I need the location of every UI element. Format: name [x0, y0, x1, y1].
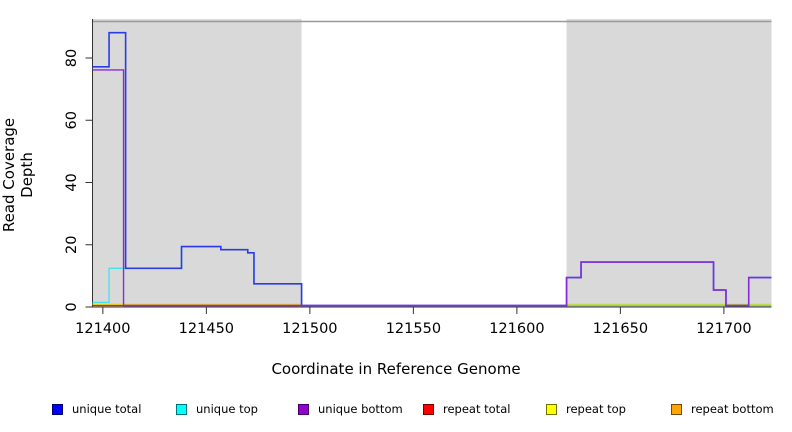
legend-label: unique bottom: [318, 402, 403, 416]
legend-item-unique-top: unique top: [176, 399, 258, 419]
repeat-region: [566, 19, 772, 307]
legend-label: repeat bottom: [691, 402, 774, 416]
x-tick-label: 121650: [593, 321, 648, 337]
legend-swatch-unique-top: [176, 403, 187, 415]
x-tick-label: 121400: [75, 321, 130, 337]
legend: unique total unique top unique bottom repea…: [0, 399, 792, 421]
y-tick-label: 60: [64, 111, 80, 129]
legend-item-unique-bottom: unique bottom: [298, 399, 403, 419]
legend-swatch-repeat-total: [423, 403, 434, 415]
y-tick-label: 40: [64, 173, 80, 191]
legend-swatch-repeat-top: [546, 403, 557, 415]
x-tick-label: 121500: [282, 321, 337, 337]
legend-item-repeat-total: repeat total: [423, 399, 510, 419]
legend-label: repeat top: [566, 402, 626, 416]
legend-item-repeat-top: repeat top: [546, 399, 626, 419]
x-tick-label: 121600: [489, 321, 544, 337]
legend-label: unique top: [196, 402, 258, 416]
series-unique-bottom: [92, 69, 772, 307]
legend-swatch-repeat-bottom: [671, 403, 682, 415]
y-tick-label: 0: [64, 302, 80, 311]
y-axis-title: Read Coverage Depth: [0, 117, 36, 233]
legend-swatch-unique-total: [52, 403, 63, 415]
x-axis-title: Coordinate in Reference Genome: [271, 360, 521, 378]
y-tick-label: 20: [64, 236, 80, 254]
x-tick-label: 121450: [179, 321, 234, 337]
legend-swatch-unique-bottom: [298, 403, 309, 415]
legend-label: unique total: [72, 402, 142, 416]
y-tick-label: 80: [64, 49, 80, 67]
x-tick-label: 121550: [386, 321, 441, 337]
legend-item-repeat-bottom: repeat bottom: [671, 399, 774, 419]
legend-item-unique-total: unique total: [52, 399, 141, 419]
legend-label: repeat total: [443, 402, 511, 416]
x-tick-label: 121700: [696, 321, 751, 337]
repeat-region: [92, 19, 302, 307]
